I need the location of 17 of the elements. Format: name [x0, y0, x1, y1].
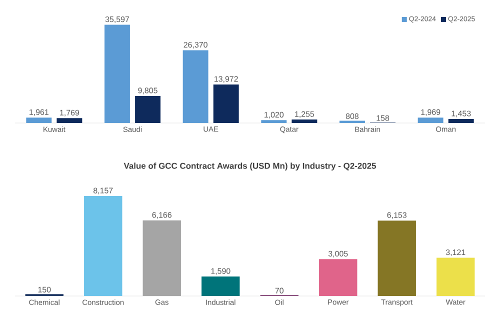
bar [436, 258, 475, 296]
bar [135, 96, 160, 123]
chart-title: Value of GCC Contract Awards (USD Mn) by Industry - Q2-2025 [124, 162, 376, 170]
bar [142, 220, 181, 296]
bar [202, 276, 240, 296]
bar [261, 120, 287, 123]
bar [26, 118, 52, 123]
bar [378, 220, 416, 296]
bar [448, 118, 474, 123]
bar [213, 84, 239, 123]
bar [182, 50, 208, 123]
bar [56, 118, 82, 123]
bar [104, 24, 130, 123]
bar [319, 259, 358, 296]
bar [84, 196, 122, 296]
bar [292, 120, 318, 123]
bar [418, 118, 444, 123]
